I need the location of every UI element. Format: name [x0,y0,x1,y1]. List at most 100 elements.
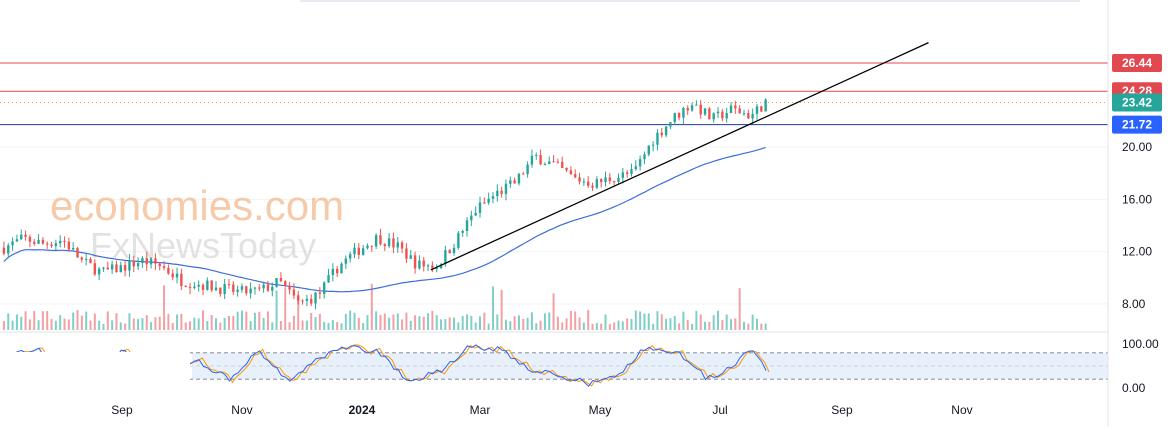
candle-body[interactable] [7,245,10,254]
candle-body[interactable] [721,111,724,119]
candle-body[interactable] [556,161,560,163]
candle-body[interactable] [608,177,612,182]
candle-body[interactable] [699,104,702,115]
candle-body[interactable] [84,258,88,260]
candle-body[interactable] [327,275,330,283]
candle-body[interactable] [206,280,209,290]
candle-body[interactable] [310,298,313,304]
candle-body[interactable] [292,289,296,296]
candle-body[interactable] [582,181,586,183]
candle-body[interactable] [314,292,317,304]
candle-body[interactable] [89,258,92,264]
candle-body[interactable] [201,284,205,290]
candle-body[interactable] [128,260,131,271]
candle-body[interactable] [158,263,161,267]
candle-body[interactable] [93,263,97,275]
top-scroll-bar[interactable] [300,0,1080,2]
candle-body[interactable] [760,106,763,112]
candle-body[interactable] [517,173,521,184]
moving-average-path[interactable] [3,146,766,293]
candle-body[interactable] [301,300,304,302]
candle-body[interactable] [50,244,53,247]
candle-body[interactable] [184,286,187,288]
candle-body[interactable] [444,250,447,265]
candle-body[interactable] [387,238,391,247]
candle-body[interactable] [266,284,270,291]
candle-body[interactable] [586,181,590,186]
candle-body[interactable] [353,247,356,255]
candle-body[interactable] [470,215,473,221]
candle-body[interactable] [210,280,213,291]
candle-body[interactable] [647,145,650,155]
candle-body[interactable] [331,268,335,276]
candle-body[interactable] [46,243,49,245]
candle-body[interactable] [258,287,261,289]
horizontal-levels[interactable] [0,62,1108,126]
candle-body[interactable] [734,105,737,109]
candle-body[interactable] [617,177,620,182]
candle-body[interactable] [483,202,486,204]
candle-body[interactable] [219,287,222,295]
candle-body[interactable] [682,107,685,118]
candle-body[interactable] [435,268,438,270]
candle-body[interactable] [322,282,326,294]
candle-body[interactable] [271,286,274,291]
candle-body[interactable] [188,286,192,288]
candle-body[interactable] [370,245,374,247]
candle-body[interactable] [28,236,32,242]
candle-body[interactable] [465,220,469,231]
candle-body[interactable] [712,113,715,120]
candle-body[interactable] [708,108,711,120]
candle-body[interactable] [227,284,231,286]
candle-body[interactable] [145,258,148,265]
candle-body[interactable] [751,113,754,119]
candle-body[interactable] [418,260,421,269]
candle-body[interactable] [539,155,542,165]
candle-body[interactable] [638,159,642,167]
candle-body[interactable] [552,161,555,163]
candle-body[interactable] [496,190,499,197]
candle-body[interactable] [136,263,140,267]
candle-body[interactable] [569,170,573,175]
candle-body[interactable] [634,166,638,170]
candle-body[interactable] [180,273,183,287]
candle-body[interactable] [106,267,110,270]
candle-body[interactable] [110,264,114,270]
candle-body[interactable] [335,268,339,274]
candle-body[interactable] [703,108,707,115]
candle-body[interactable] [67,241,71,250]
candle-body[interactable] [2,247,6,254]
candle-body[interactable] [249,288,252,294]
candle-body[interactable] [548,161,551,165]
candle-body[interactable] [37,239,40,244]
stochastic-pane[interactable] [0,331,1108,398]
time-axis[interactable]: Sep Nov 2024 Mar May Jul Sep Nov [111,403,972,417]
candle-body[interactable] [240,286,244,290]
candle-body[interactable] [578,177,581,182]
candle-body[interactable] [725,113,728,119]
trendline[interactable] [430,42,929,271]
candle-body[interactable] [279,277,283,282]
candle-body[interactable] [686,107,689,111]
candle-body[interactable] [24,234,27,237]
candle-body[interactable] [245,286,248,294]
candle-body[interactable] [340,263,343,274]
candle-body[interactable] [396,242,399,248]
candle-body[interactable] [318,292,322,294]
candle-body[interactable] [154,258,157,264]
price-axis[interactable]: 20.0016.0012.008.0026.4424.2823.4221.721… [1107,0,1162,426]
candle-body[interactable] [115,264,118,273]
candle-body[interactable] [738,108,741,114]
candle-body[interactable] [392,238,395,248]
candle-body[interactable] [102,267,105,269]
candle-body[interactable] [621,172,625,178]
candle-body[interactable] [522,173,525,175]
level-price-tag[interactable] [1112,115,1162,134]
candle-body[interactable] [504,183,508,194]
candle-body[interactable] [747,113,750,119]
candle-body[interactable] [197,284,200,287]
candle-body[interactable] [366,245,369,249]
candle-body[interactable] [288,285,291,290]
candle-body[interactable] [119,265,122,273]
